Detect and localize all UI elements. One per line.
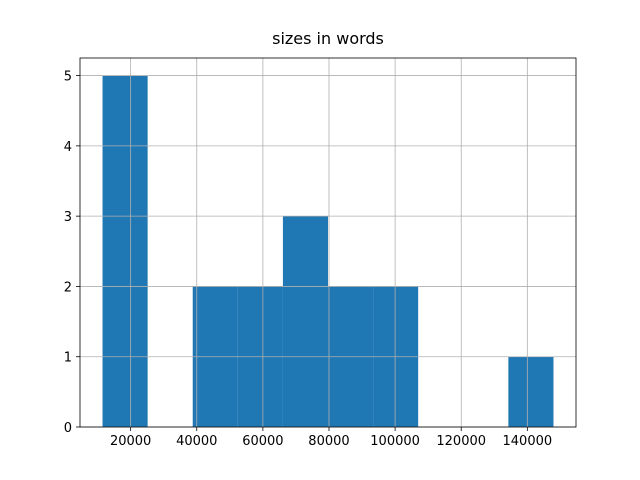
x-tick-label: 120000 <box>436 434 486 449</box>
x-tick-label: 80000 <box>308 434 349 449</box>
x-tick-label: 20000 <box>110 434 151 449</box>
y-tick-label: 2 <box>64 280 72 295</box>
y-tick-label: 4 <box>64 140 72 155</box>
x-tick-label: 100000 <box>370 434 420 449</box>
x-tick-label: 40000 <box>176 434 217 449</box>
chart-title: sizes in words <box>272 29 384 48</box>
bar <box>282 216 328 427</box>
plot-frame <box>79 57 577 428</box>
y-tick-label: 3 <box>64 210 72 225</box>
bar <box>102 75 148 428</box>
x-tick-label: 60000 <box>242 434 283 449</box>
y-tick-label: 0 <box>64 421 72 436</box>
y-tick-label: 1 <box>64 351 72 366</box>
x-tick-label: 140000 <box>503 434 553 449</box>
y-tick-label: 5 <box>64 70 72 85</box>
bar <box>508 356 554 427</box>
